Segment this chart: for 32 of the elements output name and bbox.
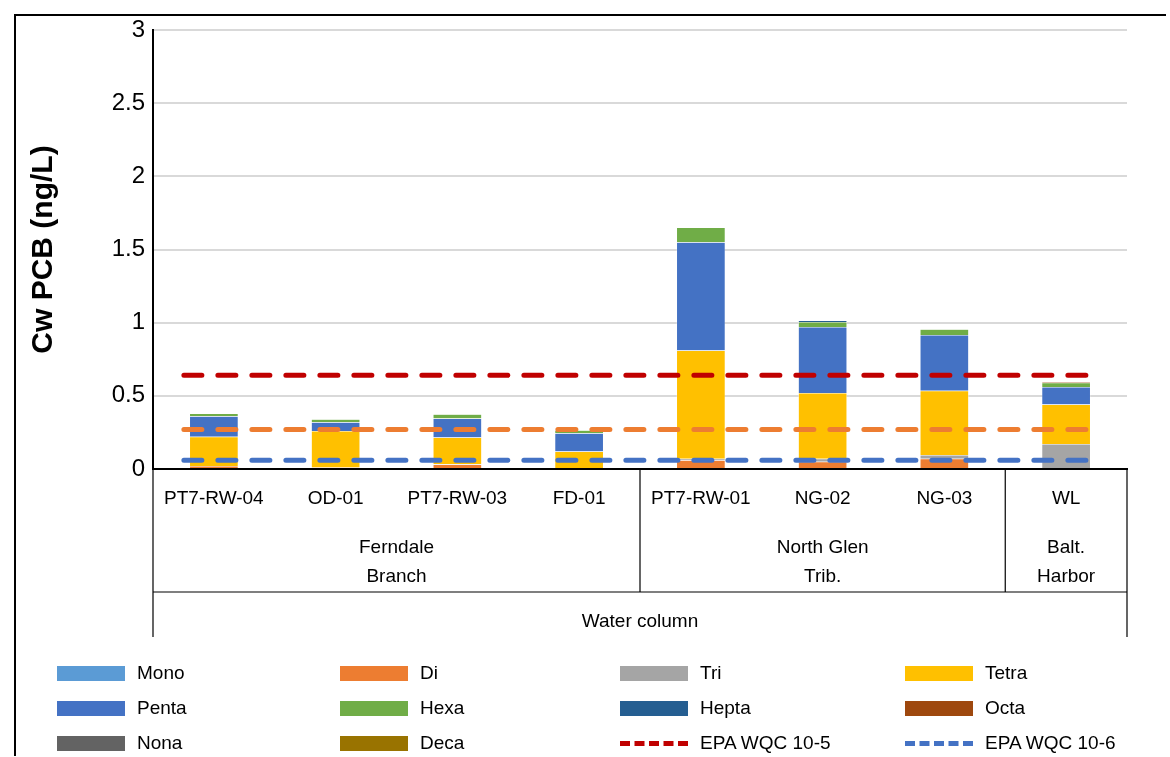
text: Balt. Harbor: [1037, 536, 1096, 587]
legend-label: Tetra: [985, 662, 1028, 684]
x-tick-label: NG-03: [916, 486, 973, 508]
legend-label: Nona: [137, 732, 183, 754]
x-tick-label: NG-02: [794, 486, 851, 508]
legend-label: Tri: [700, 662, 722, 684]
y-tick-label: 3: [131, 14, 145, 42]
legend-label: Octa: [985, 697, 1026, 719]
y-tick-label: 0.5: [111, 380, 145, 408]
x-tick-label: FD-01: [552, 486, 606, 508]
legend-label: EPA WQC 10-5: [700, 732, 831, 754]
x-tick-label: PT7-RW-03: [407, 486, 508, 508]
x-tick-label: WL: [1051, 486, 1081, 508]
text: Water column: [581, 610, 699, 632]
legend-label: EPA WQC 10-6: [985, 732, 1116, 754]
legend-label: Hepta: [700, 697, 751, 719]
x-tick-label: PT7-RW-01: [651, 486, 751, 508]
legend-label: Deca: [420, 732, 465, 754]
text: Ferndale Branch: [359, 536, 434, 587]
y-axis-title: Cw PCB (ng/L): [25, 145, 59, 354]
y-tick-label: 1.5: [111, 234, 145, 262]
legend-label: Hexa: [420, 697, 465, 719]
legend-label: Di: [420, 662, 438, 684]
x-tick-label: PT7-RW-04: [164, 486, 265, 508]
legend-label: Mono: [137, 662, 185, 684]
y-tick-label: 2: [131, 160, 145, 188]
y-tick-label: 0: [131, 453, 145, 481]
legend-label: Penta: [137, 697, 187, 719]
y-tick-label: 1: [131, 307, 145, 335]
x-tick-label: OD-01: [307, 486, 364, 508]
text: North Glen Trib.: [776, 536, 869, 587]
y-tick-label: 2.5: [111, 87, 145, 115]
